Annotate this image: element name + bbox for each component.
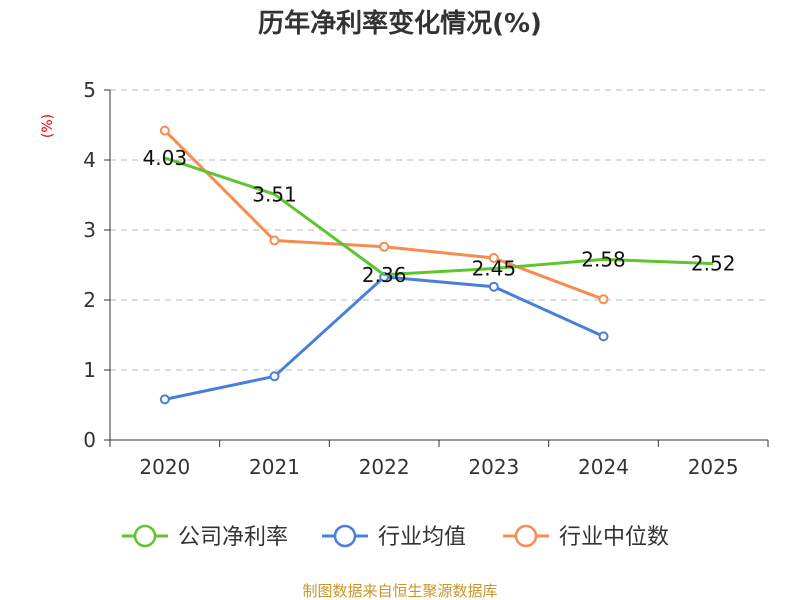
legend-label: 公司净利率 <box>178 525 288 550</box>
x-tick-label: 2021 <box>249 455 300 479</box>
grid-lines <box>110 89 768 371</box>
legend-marker <box>333 524 357 548</box>
series-2 <box>159 125 609 305</box>
axes: 0 1 2 3 4 5 2020 2021 2022 2023 2024 2025 <box>83 78 769 479</box>
data-label: 3.51 <box>252 182 297 206</box>
series-line <box>164 156 714 277</box>
data-point[interactable] <box>269 235 280 246</box>
legend-marker <box>514 524 538 548</box>
data-point[interactable] <box>269 371 280 382</box>
legend-label: 行业均值 <box>378 525 466 550</box>
x-tick-label: 2020 <box>139 455 190 479</box>
y-axis-label: (%) <box>40 114 56 138</box>
data-point[interactable] <box>598 294 609 305</box>
data-point[interactable] <box>159 125 170 136</box>
data-point[interactable] <box>159 394 170 405</box>
source-note: 制图数据来自恒生聚源数据库 <box>302 582 497 600</box>
legend-label: 行业中位数 <box>559 525 669 550</box>
legend-marker <box>133 524 157 548</box>
series-0 <box>164 156 714 277</box>
series-1 <box>159 271 609 405</box>
x-tick-label: 2023 <box>468 455 519 479</box>
data-label: 2.36 <box>362 263 407 287</box>
chart-title: 历年净利率变化情况(%) <box>258 8 542 39</box>
legend-item[interactable]: 行业中位数 <box>503 524 669 550</box>
y-tick-label: 4 <box>83 148 96 172</box>
y-tick-label: 2 <box>83 288 96 312</box>
data-label: 4.03 <box>143 146 188 170</box>
x-tick-label: 2022 <box>359 455 410 479</box>
data-point[interactable] <box>488 281 499 292</box>
series-layer: 4.03 3.51 2.36 2.45 2.58 2.52 <box>143 125 736 405</box>
y-tick-label: 0 <box>83 428 96 452</box>
data-label: 2.52 <box>691 252 736 276</box>
x-tick-label: 2025 <box>688 455 739 479</box>
data-label: 2.45 <box>472 257 517 281</box>
legend[interactable]: 公司净利率 行业均值 行业中位数 <box>122 524 669 550</box>
y-tick-label: 1 <box>83 358 96 382</box>
legend-item[interactable]: 行业均值 <box>322 524 466 550</box>
data-point[interactable] <box>379 241 390 252</box>
data-point[interactable] <box>488 253 499 263</box>
series-line <box>164 275 605 401</box>
y-tick-label: 3 <box>83 218 96 242</box>
y-tick-label: 5 <box>83 78 96 102</box>
data-point[interactable] <box>598 331 609 342</box>
x-tick-label: 2024 <box>578 455 629 479</box>
data-labels: 4.03 3.51 2.36 2.45 2.58 2.52 <box>143 146 736 287</box>
legend-item[interactable]: 公司净利率 <box>122 524 288 550</box>
data-label: 2.58 <box>581 247 626 271</box>
